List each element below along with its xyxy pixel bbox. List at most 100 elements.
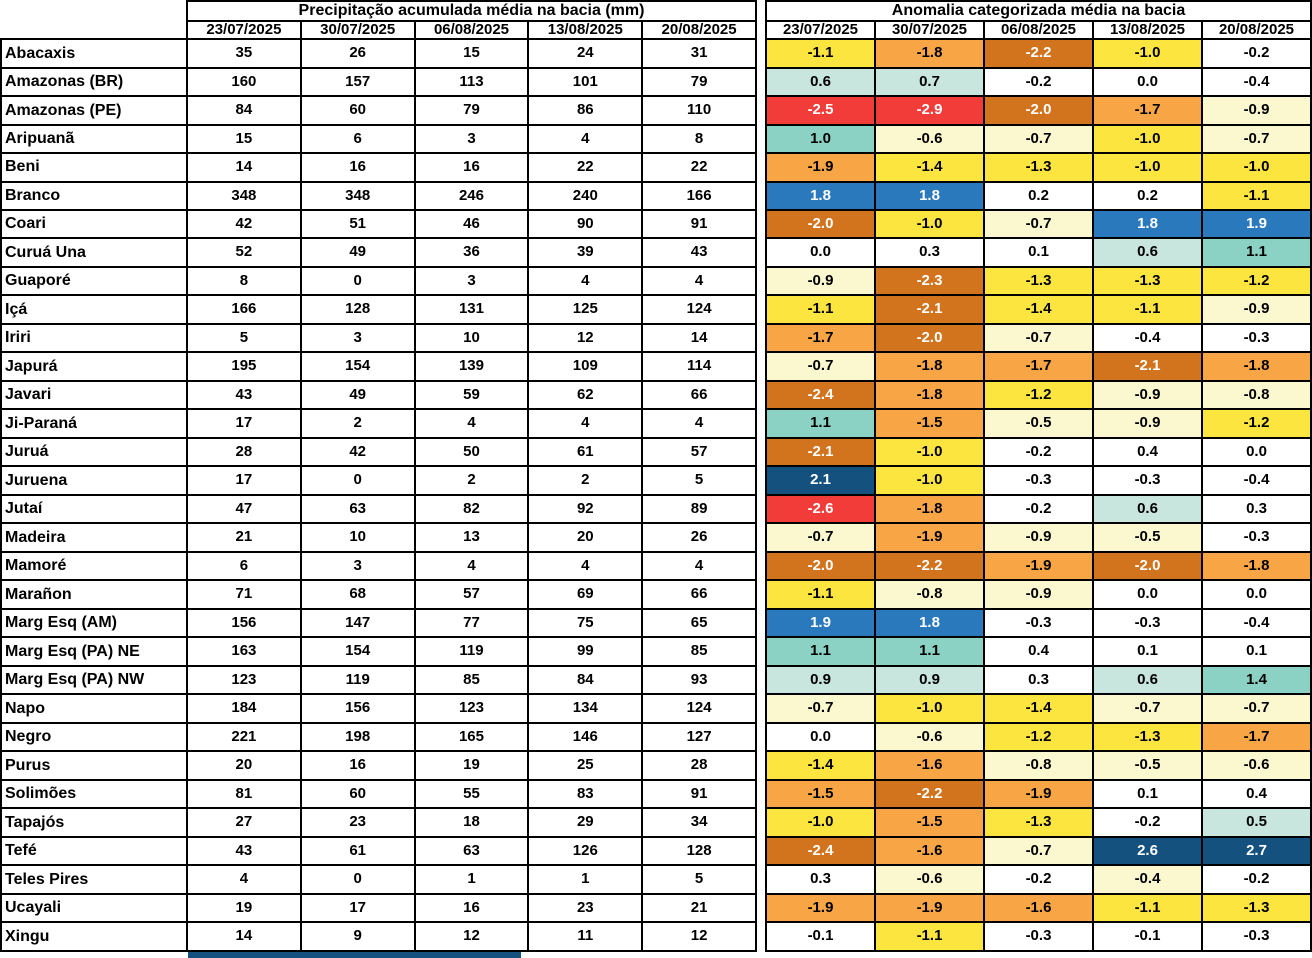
anomaly-cell: 0.6 (1092, 237, 1203, 268)
anomaly-table-title: Anomalia categorizada média na bacia (765, 0, 1312, 22)
anomaly-cell: -1.8 (874, 38, 985, 69)
precip-cell: 55 (413, 778, 530, 810)
precip-cell: 17 (299, 892, 416, 924)
anomaly-cell: -0.7 (983, 322, 1094, 354)
anomaly-cell: -1.4 (983, 294, 1094, 325)
precip-cell: 14 (641, 322, 757, 354)
precip-cell: 0 (299, 864, 416, 895)
precipitation-row: Amazonas (BR) 160 157 113 101 79 (0, 66, 757, 98)
precipitation-row: Coari 42 51 46 90 91 (0, 208, 757, 240)
precipitation-row: Negro 221 198 165 146 127 (0, 721, 757, 753)
date-header: 20/08/2025 (641, 19, 757, 41)
anomaly-cell: -1.2 (983, 721, 1094, 753)
basin-label: Tapajós (0, 807, 188, 838)
anomaly-row: -1.5 -2.2 -1.9 0.1 0.4 (765, 778, 1312, 810)
anomaly-row: 1.8 1.8 0.2 0.2 -1.1 (765, 180, 1312, 212)
precip-cell: 4 (527, 123, 644, 155)
basin-label: Japurá (0, 351, 188, 382)
basin-label: Juruá (0, 436, 188, 468)
basin-label: Marg Esq (PA) NW (0, 664, 188, 696)
anomaly-cell: -1.0 (1092, 38, 1203, 69)
precipitation-row: Xingu 14 9 12 11 12 (0, 921, 757, 952)
precip-cell: 124 (641, 294, 757, 325)
precip-cell: 16 (299, 750, 416, 781)
precip-cell: 84 (527, 664, 644, 696)
anomaly-cell: -2.0 (765, 208, 876, 240)
precip-cell: 52 (186, 237, 302, 268)
anomaly-row: -1.9 -1.4 -1.3 -1.0 -1.0 (765, 152, 1312, 183)
anomaly-cell: -0.7 (1201, 123, 1312, 155)
precip-cell: 8 (186, 265, 302, 297)
anomaly-cell: -1.6 (983, 892, 1094, 924)
corner-cell (1, 1, 188, 41)
precipitation-row: Iriri 5 3 10 12 14 (0, 322, 757, 354)
precip-cell: 4 (413, 408, 530, 439)
precip-cell: 49 (299, 379, 416, 411)
table-gap (757, 0, 765, 952)
precip-cell: 156 (186, 607, 302, 639)
precip-cell: 19 (413, 750, 530, 781)
precipitation-row: Japurá 195 154 139 109 114 (0, 351, 757, 382)
precip-cell: 89 (641, 493, 757, 525)
anomaly-cell: -0.7 (765, 351, 876, 382)
precip-cell: 4 (527, 265, 644, 297)
precipitation-row: Marañon 71 68 57 69 66 (0, 579, 757, 610)
precip-cell: 123 (186, 664, 302, 696)
precip-cell: 5 (641, 465, 757, 496)
anomaly-cell: -1.0 (874, 693, 985, 724)
basin-label: Amazonas (PE) (0, 95, 188, 126)
precip-cell: 12 (527, 322, 644, 354)
precip-cell: 69 (527, 579, 644, 610)
precip-cell: 15 (186, 123, 302, 155)
anomaly-cell: -0.3 (1201, 322, 1312, 354)
anomaly-row: -0.1 -1.1 -0.3 -0.1 -0.3 (765, 921, 1312, 952)
anomaly-row: 0.6 0.7 -0.2 0.0 -0.4 (765, 66, 1312, 98)
anomaly-cell: -0.8 (874, 579, 985, 610)
precip-cell: 10 (299, 522, 416, 553)
basin-label: Iriri (0, 322, 188, 354)
basin-label: Curuá Una (0, 237, 188, 268)
precip-cell: 0 (299, 265, 416, 297)
precip-cell: 125 (527, 294, 644, 325)
precipitation-row: Guaporé 8 0 3 4 4 (0, 265, 757, 297)
anomaly-cell: 1.8 (765, 180, 876, 212)
precip-cell: 91 (641, 778, 757, 810)
anomaly-cell: -0.5 (1092, 750, 1203, 781)
anomaly-cell: -1.9 (983, 778, 1094, 810)
anomaly-cell: -1.0 (874, 208, 985, 240)
precip-cell: 20 (186, 750, 302, 781)
anomaly-row: -2.6 -1.8 -0.2 0.6 0.3 (765, 493, 1312, 525)
anomaly-cell: -1.1 (1201, 180, 1312, 212)
anomaly-cell: -1.9 (983, 550, 1094, 582)
precip-cell: 3 (413, 265, 530, 297)
precip-cell: 42 (299, 436, 416, 468)
anomaly-cell: -1.0 (1092, 123, 1203, 155)
precip-cell: 66 (641, 579, 757, 610)
precip-cell: 4 (641, 550, 757, 582)
anomaly-cell: -0.3 (1201, 522, 1312, 553)
anomaly-cell: -1.1 (1092, 294, 1203, 325)
anomaly-cell: -2.2 (874, 550, 985, 582)
anomaly-cell: 1.8 (1092, 208, 1203, 240)
anomaly-cell: 0.2 (983, 180, 1094, 212)
anomaly-cell: -1.0 (1092, 152, 1203, 183)
anomaly-cell: -1.6 (874, 750, 985, 781)
anomaly-cell: -1.3 (1092, 721, 1203, 753)
precipitation-row: Teles Pires 4 0 1 1 5 (0, 864, 757, 895)
anomaly-cell: -0.6 (1201, 750, 1312, 781)
precip-cell: 43 (641, 237, 757, 268)
precip-cell: 26 (641, 522, 757, 553)
precip-cell: 348 (299, 180, 416, 212)
anomaly-row: -0.9 -2.3 -1.3 -1.3 -1.2 (765, 265, 1312, 297)
anomaly-cell: -1.7 (983, 351, 1094, 382)
basin-label: Coari (0, 208, 188, 240)
anomaly-cell: -2.5 (765, 95, 876, 126)
anomaly-cell: -0.4 (1201, 66, 1312, 98)
anomaly-cell: -0.6 (874, 864, 985, 895)
anomaly-cell: -1.2 (1201, 265, 1312, 297)
anomaly-cell: -0.6 (874, 123, 985, 155)
precip-cell: 4 (641, 408, 757, 439)
precip-cell: 126 (527, 835, 644, 867)
basin-label: Mamoré (0, 550, 188, 582)
anomaly-cell: -1.8 (874, 493, 985, 525)
